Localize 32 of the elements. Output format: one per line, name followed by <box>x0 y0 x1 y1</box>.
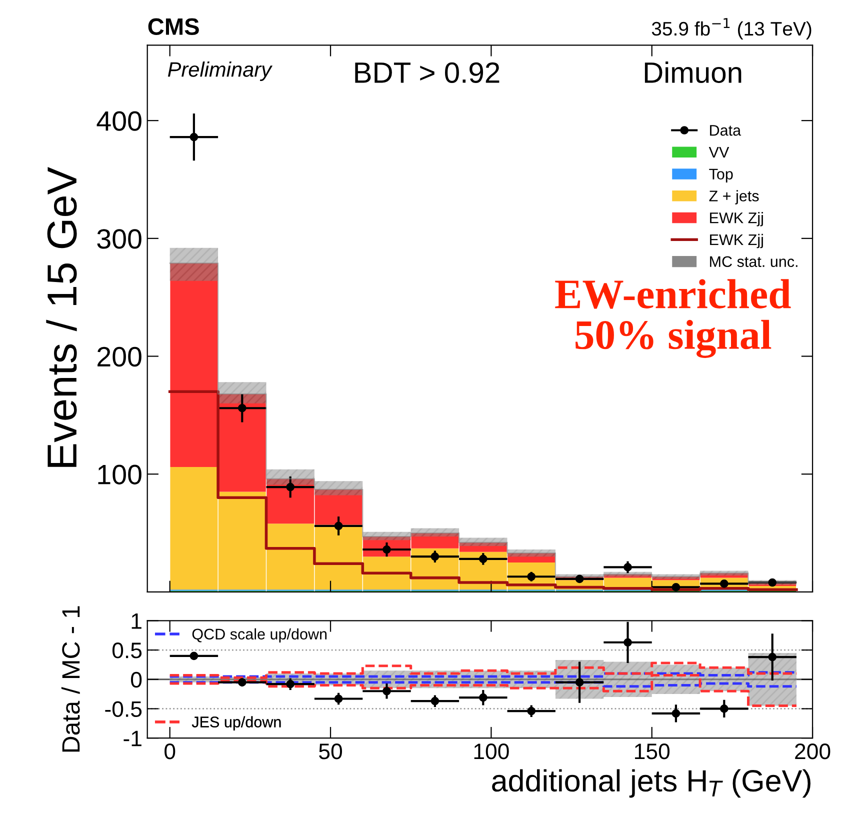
y-tick-label: 300 <box>97 229 142 249</box>
y-tick-label: 400 <box>96 111 142 131</box>
annotation: BDT > 0.92 <box>355 62 500 83</box>
legend-label: Z + jets <box>709 190 759 204</box>
y-tick-label: 100 <box>98 464 142 484</box>
annotation: EW-enriched 50% signal <box>555 279 791 358</box>
x-tick-label: 100 <box>474 744 509 760</box>
annotation: Dimuon <box>644 62 742 83</box>
annotation: Preliminary <box>168 62 273 81</box>
legend-label: VV <box>708 146 730 158</box>
x-axis-title: additional jets H$_{T}$ (GeV) <box>492 769 810 798</box>
legend-label: Top <box>709 168 733 183</box>
text: 35.9 fb$^{−1}$ (13 TeV) <box>652 18 812 40</box>
y-axis-title: Data / MC - 1 <box>61 606 80 752</box>
legend-label: EWK Zjj <box>710 212 763 226</box>
x-tick-label: 200 <box>795 744 830 760</box>
y-tick-label: 0.5 <box>112 642 142 658</box>
y-tick-label: 200 <box>98 346 142 367</box>
y-tick-label: 0 <box>131 672 142 688</box>
legend-label: QCD scale up/down <box>192 628 327 643</box>
y-tick-label: 1 <box>132 613 142 629</box>
legend-label: Data <box>710 125 742 136</box>
legend-label: MC stat. unc. <box>710 256 798 268</box>
legend-label: EWK Zjj <box>710 234 763 248</box>
y-tick-label: -1 <box>124 730 142 746</box>
x-tick-label: 50 <box>319 744 342 760</box>
x-tick-label: 150 <box>635 744 670 760</box>
text: CMS <box>148 18 199 36</box>
y-tick-label: -0.5 <box>105 701 142 717</box>
x-tick-label: 0 <box>164 744 176 760</box>
legend-label: JES up/down <box>192 716 281 730</box>
y-axis-title: Events / 15 GeV <box>46 167 77 467</box>
